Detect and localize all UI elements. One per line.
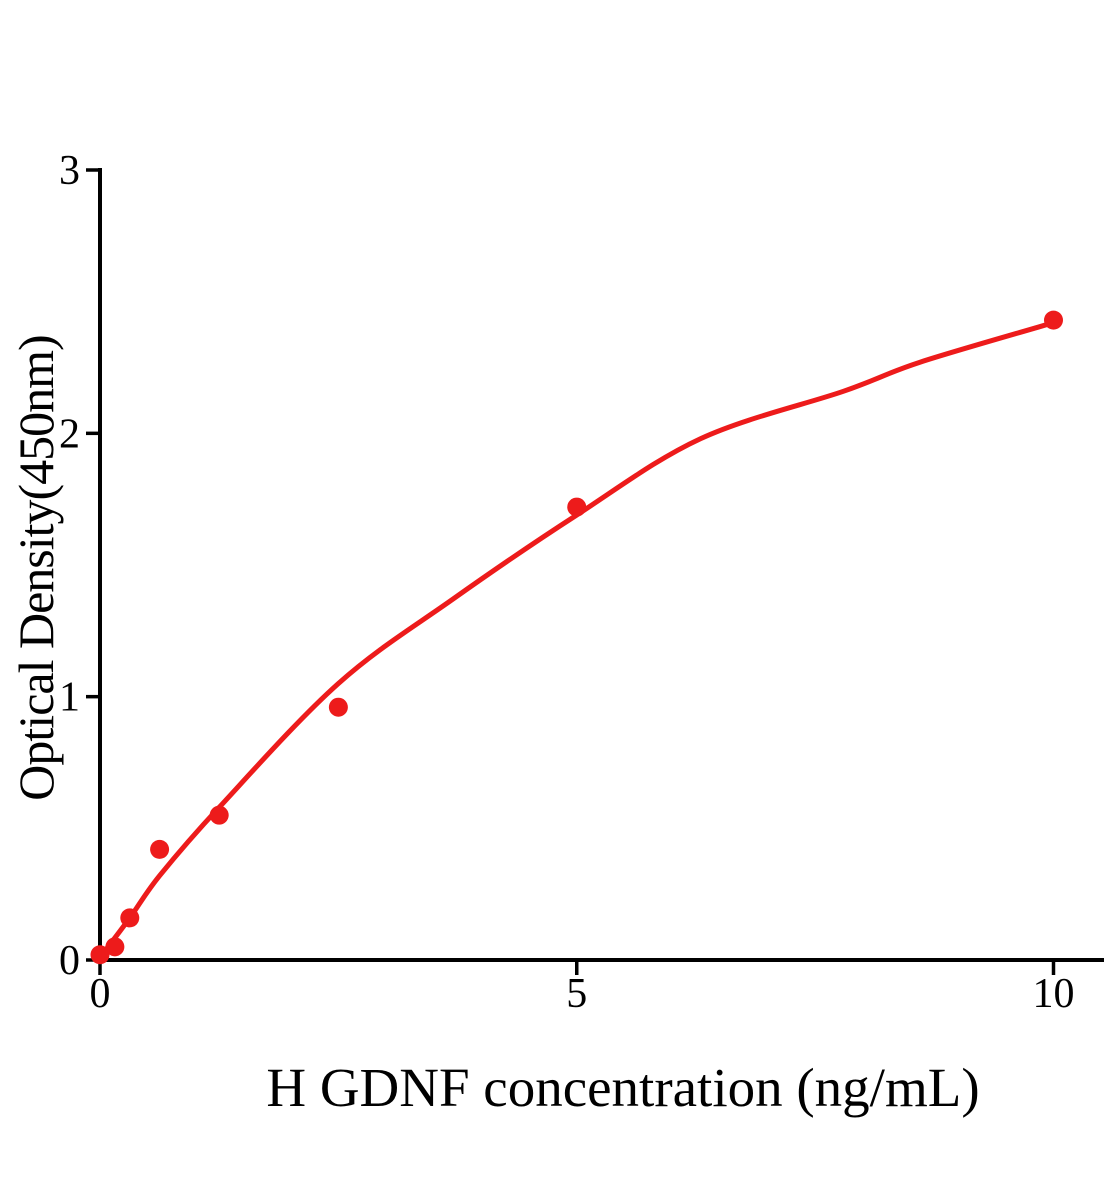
y-tick-label: 0	[59, 938, 80, 984]
data-point	[105, 937, 125, 957]
data-point	[209, 805, 229, 825]
data-point	[90, 945, 110, 965]
x-tick-label: 5	[566, 971, 587, 1017]
fit-curve	[97, 320, 1056, 960]
data-point	[120, 908, 140, 928]
x-tick-label: 0	[90, 971, 111, 1017]
x-axis-title: H GDNF concentration (ng/mL)	[266, 1057, 980, 1118]
x-tick-label: 10	[1033, 971, 1075, 1017]
data-point	[328, 697, 348, 717]
data-point	[1044, 310, 1063, 330]
y-tick-label: 3	[59, 148, 80, 194]
data-point	[567, 497, 587, 517]
data-point	[150, 839, 170, 859]
y-tick-label: 2	[59, 411, 80, 457]
y-axis-title: Optical Density(450nm)	[8, 335, 64, 801]
y-tick-label: 1	[59, 675, 80, 721]
